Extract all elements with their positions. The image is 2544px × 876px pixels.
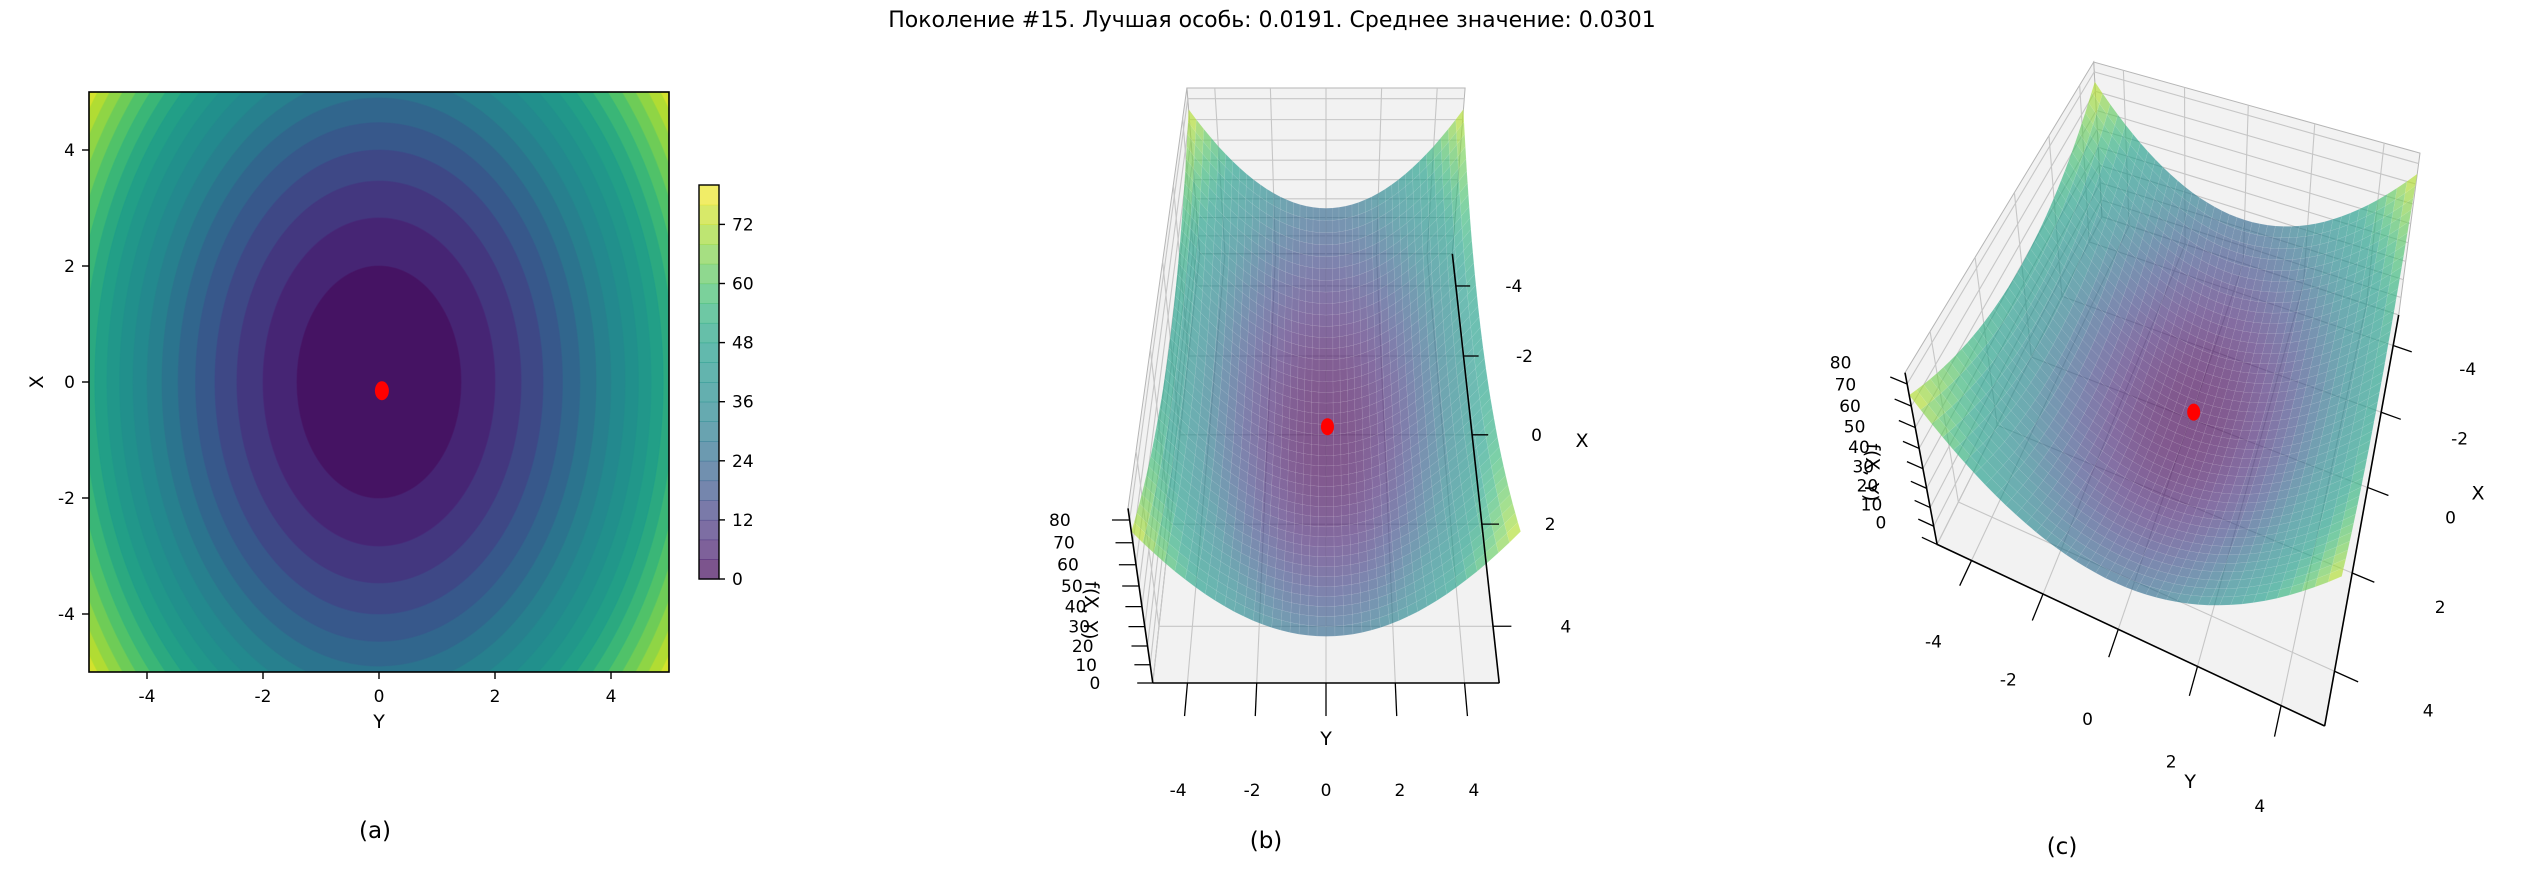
caption-a: (a) [358, 818, 392, 844]
tick-label: 10 [1861, 495, 1883, 515]
tick-label: 0 [732, 570, 743, 590]
contour-plot: -4 -2 0 2 4 -4 -2 0 2 4 Y X [26, 91, 670, 733]
tick-label: 80 [1830, 354, 1852, 374]
tick-label: 48 [732, 334, 754, 354]
tick-label: 50 [1844, 418, 1866, 438]
x-axis-label: Y [372, 711, 385, 733]
tick-label: 60 [732, 275, 754, 295]
tick-label: -2 [1516, 347, 1533, 367]
tick-label: 10 [1075, 656, 1097, 676]
tick-label: 4 [2254, 797, 2265, 817]
tick-label: 20 [1072, 637, 1094, 657]
tick-label: -2 [58, 489, 75, 509]
tick-label: 72 [732, 215, 754, 235]
best-individual-marker [374, 381, 389, 401]
tick-label: 2 [2166, 752, 2177, 772]
tick-label: 24 [732, 452, 754, 472]
tick-label: 2 [64, 257, 75, 277]
tick-label: 0 [64, 373, 75, 393]
tick-label: 0 [2445, 508, 2456, 528]
tick-label: 0 [2082, 710, 2093, 730]
tick-label: -2 [2000, 670, 2017, 690]
figure-title: Поколение #15. Лучшая особь: 0.0191. Сре… [888, 8, 1656, 33]
surface-mesh [1131, 108, 1521, 637]
tick-label: 30 [1068, 618, 1090, 638]
tick-label: 36 [732, 393, 754, 413]
x-axis-label: X [2471, 482, 2484, 504]
tick-label: -2 [1244, 781, 1261, 801]
tick-label: 50 [1061, 577, 1083, 597]
tick-label: -2 [255, 687, 272, 707]
z-axis-label: f(X, Y) [1078, 581, 1102, 640]
tick-label: 4 [1560, 617, 1571, 637]
tick-label: 0 [1875, 513, 1886, 533]
tick-label: 40 [1065, 598, 1087, 618]
y-axis-label: Y [2183, 771, 2196, 793]
tick-label: 70 [1053, 534, 1075, 554]
colorbar: 0 12 24 36 48 60 72 [698, 184, 754, 590]
tick-label: 0 [1531, 426, 1542, 446]
contour-bands [89, 92, 669, 672]
surface-mesh [1908, 81, 2418, 606]
tick-label: 70 [1835, 376, 1857, 396]
tick-label: -4 [1170, 781, 1187, 801]
tick-label: 60 [1839, 397, 1861, 417]
best-individual-marker [2187, 403, 2201, 421]
z-axis-label: f(X, Y) [1860, 443, 1884, 502]
caption-b: (b) [1249, 828, 1283, 854]
tick-label: -2 [2451, 430, 2468, 450]
tick-label: 2 [1395, 781, 1406, 801]
y-axis-label: Y [1319, 728, 1332, 750]
tick-label: 0 [374, 687, 385, 707]
tick-label: -4 [2459, 360, 2476, 380]
tick-label: 4 [1468, 781, 1479, 801]
tick-label: -4 [1925, 633, 1942, 653]
x-axis-label: X [1575, 430, 1588, 452]
tick-label: 2 [490, 687, 501, 707]
tick-label: -4 [58, 605, 75, 625]
best-individual-marker [1320, 418, 1334, 436]
tick-label: 4 [64, 141, 75, 161]
tick-label: 40 [1848, 438, 1870, 458]
tick-label: 60 [1057, 556, 1079, 576]
tick-label: 2 [1545, 515, 1556, 535]
caption-c: (c) [2046, 834, 2078, 860]
tick-label: 2 [2435, 598, 2446, 618]
tick-label: 0 [1321, 781, 1332, 801]
tick-label: 4 [606, 687, 617, 707]
tick-label: -4 [139, 687, 156, 707]
tick-label: 30 [1852, 458, 1874, 478]
tick-label: 20 [1857, 477, 1879, 497]
tick-label: 80 [1049, 511, 1071, 531]
tick-label: 4 [2423, 702, 2434, 722]
tick-label: -4 [1505, 277, 1522, 297]
tick-label: 0 [1089, 674, 1100, 694]
y-axis-label: X [26, 375, 48, 388]
tick-label: 12 [732, 511, 754, 531]
